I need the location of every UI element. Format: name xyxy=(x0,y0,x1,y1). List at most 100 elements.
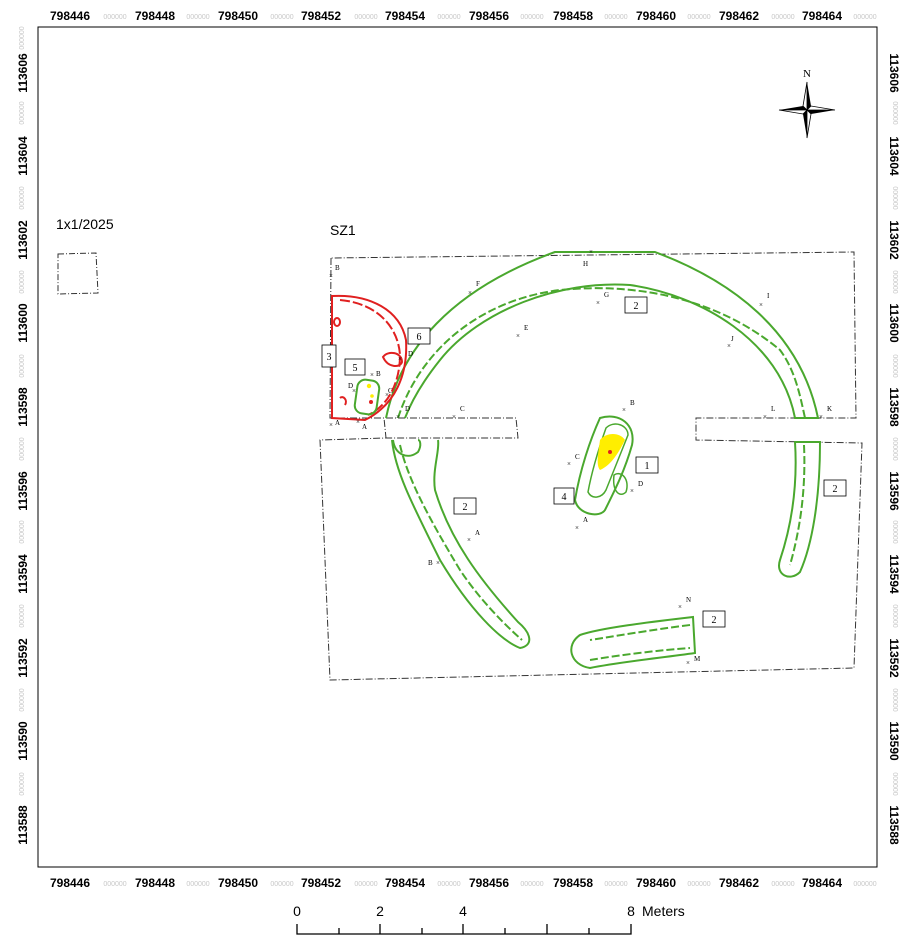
y-tick-label: 113600 xyxy=(16,303,30,343)
point-marker: × xyxy=(575,524,579,532)
point-marker: × xyxy=(329,421,333,429)
y-tick-label: 113606 xyxy=(16,53,30,93)
north-label: N xyxy=(803,68,811,80)
feature-number-box: 3 xyxy=(321,344,337,368)
point-label: B xyxy=(335,264,340,272)
north-arrow-icon: N xyxy=(778,68,836,139)
x-tick-label: 798460 xyxy=(636,876,676,890)
point-label: A xyxy=(362,423,367,431)
feature-number-box: 2 xyxy=(702,610,726,628)
point-marker: × xyxy=(436,559,440,567)
feature-2-bottom xyxy=(570,615,697,670)
point-label: J xyxy=(731,335,734,343)
y-tick-label: 113590 xyxy=(887,721,901,761)
x-tick-label: 798462 xyxy=(719,876,759,890)
y-tick-label: 113596 xyxy=(16,471,30,511)
point-label: G xyxy=(604,291,609,299)
point-marker: × xyxy=(352,387,356,395)
scale-tick-label: 2 xyxy=(376,903,384,919)
point-label: N xyxy=(686,596,691,604)
x-tick-label: 798452 xyxy=(301,876,341,890)
y-tick-label: 113598 xyxy=(16,387,30,427)
y-tick-label: 113598 xyxy=(887,387,901,427)
y-tick-filler: 000000 xyxy=(19,688,26,711)
y-tick-label: 113600 xyxy=(887,303,901,343)
y-tick-filler: 000000 xyxy=(891,688,898,711)
point-marker: × xyxy=(596,299,600,307)
scale-tick-label: 8 xyxy=(627,903,635,919)
x-tick-filler: 000000 xyxy=(103,14,126,21)
feature-number-box: 2 xyxy=(453,497,477,515)
y-tick-filler: 000000 xyxy=(19,437,26,460)
svg-text:2: 2 xyxy=(634,301,639,312)
x-tick-label: 798464 xyxy=(802,876,842,890)
feature-number-box: 5 xyxy=(344,358,366,376)
point-label: D xyxy=(638,480,643,488)
x-tick-label: 798460 xyxy=(636,9,676,23)
point-marker: × xyxy=(356,418,360,426)
x-tick-filler: 000000 xyxy=(354,881,377,888)
point-label: C xyxy=(388,387,393,395)
y-tick-filler: 000000 xyxy=(891,186,898,209)
point-label: B xyxy=(428,559,433,567)
y-tick-filler: 000000 xyxy=(891,772,898,795)
y-tick-label: 113592 xyxy=(16,638,30,678)
point-label: K xyxy=(827,405,832,413)
y-tick-filler: 000000 xyxy=(891,604,898,627)
feature-3-red xyxy=(331,294,408,422)
x-tick-filler: 000000 xyxy=(520,14,543,21)
point-label: L xyxy=(771,405,775,413)
point-label: D xyxy=(348,382,353,390)
x-tick-filler: 000000 xyxy=(270,881,293,888)
excavation-outline xyxy=(319,251,863,681)
y-tick-filler: 000000 xyxy=(19,520,26,543)
svg-text:2: 2 xyxy=(712,615,717,626)
feature-2-right xyxy=(778,441,822,578)
svg-text:3: 3 xyxy=(327,352,332,363)
feature-1-pit xyxy=(573,415,634,516)
feature-2-left xyxy=(391,439,531,650)
point-label: D xyxy=(408,350,413,358)
x-tick-filler: 000000 xyxy=(437,14,460,21)
y-tick-label: 113594 xyxy=(16,554,30,594)
scale-tick-label: 0 xyxy=(293,903,301,919)
point-label: A xyxy=(583,516,588,524)
y-tick-label: 113588 xyxy=(887,805,901,845)
x-tick-filler: 000000 xyxy=(437,881,460,888)
y-tick-label: 113606 xyxy=(887,53,901,93)
y-tick-filler: 000000 xyxy=(891,354,898,377)
y-tick-label: 113592 xyxy=(887,638,901,678)
point-label: E xyxy=(524,324,528,332)
point-marker: × xyxy=(567,460,571,468)
point-label: B xyxy=(630,399,635,407)
x-tick-filler: 000000 xyxy=(270,14,293,21)
point-label: C xyxy=(460,405,465,413)
reference-square xyxy=(57,252,99,295)
svg-text:2: 2 xyxy=(833,484,838,495)
y-tick-filler: 000000 xyxy=(19,270,26,293)
scale-tick-label: 4 xyxy=(459,903,467,919)
x-tick-label: 798448 xyxy=(135,876,175,890)
x-tick-filler: 000000 xyxy=(687,881,710,888)
x-tick-label: 798464 xyxy=(802,9,842,23)
scale-bar: 0 2 4 8 Meters xyxy=(293,903,685,935)
point-marker: × xyxy=(468,289,472,297)
point-marker: × xyxy=(686,659,690,667)
x-tick-filler: 000000 xyxy=(771,14,794,21)
x-tick-filler: 000000 xyxy=(186,14,209,21)
x-tick-label: 798458 xyxy=(553,876,593,890)
point-label: A xyxy=(475,529,480,537)
point-marker: × xyxy=(678,603,682,611)
point-marker: × xyxy=(630,487,634,495)
point-marker: × xyxy=(759,301,763,309)
point-label: C xyxy=(575,453,580,461)
point-marker: × xyxy=(467,536,471,544)
x-tick-filler: 000000 xyxy=(520,881,543,888)
x-tick-filler: 000000 xyxy=(604,14,627,21)
feature-numbers: 1 2 2 2 2 3 4 5 xyxy=(321,296,847,628)
y-tick-filler: 000000 xyxy=(19,354,26,377)
y-tick-filler: 000000 xyxy=(19,604,26,627)
y-tick-label: 113604 xyxy=(16,136,30,176)
x-tick-label: 798454 xyxy=(385,876,425,890)
